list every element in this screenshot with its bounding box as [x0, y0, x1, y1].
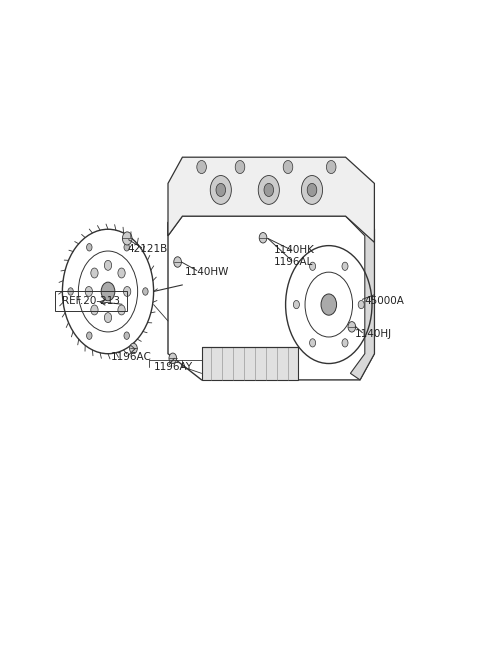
Text: 1196AL: 1196AL — [274, 257, 313, 267]
Circle shape — [210, 176, 231, 204]
Polygon shape — [168, 203, 374, 242]
Circle shape — [123, 286, 131, 297]
Text: 1196AY: 1196AY — [154, 362, 193, 372]
Circle shape — [124, 332, 130, 339]
Circle shape — [301, 176, 323, 204]
Circle shape — [118, 268, 125, 278]
Circle shape — [283, 160, 293, 174]
Circle shape — [216, 183, 226, 196]
Polygon shape — [202, 347, 298, 380]
Circle shape — [197, 160, 206, 174]
Circle shape — [118, 305, 125, 315]
Circle shape — [86, 332, 92, 339]
Circle shape — [307, 183, 317, 196]
Circle shape — [174, 257, 181, 267]
Circle shape — [342, 339, 348, 347]
Polygon shape — [346, 203, 374, 380]
Circle shape — [143, 288, 148, 295]
Circle shape — [169, 353, 177, 364]
Circle shape — [68, 288, 73, 295]
Circle shape — [130, 343, 137, 354]
Circle shape — [86, 244, 92, 251]
Text: 1196AC: 1196AC — [110, 352, 151, 362]
Text: 42121B: 42121B — [127, 244, 168, 254]
Circle shape — [342, 262, 348, 271]
Text: 1140HW: 1140HW — [185, 267, 229, 277]
Circle shape — [101, 282, 115, 301]
Circle shape — [104, 260, 112, 271]
Circle shape — [91, 305, 98, 315]
Text: 45000A: 45000A — [365, 296, 405, 307]
Circle shape — [348, 322, 356, 332]
Circle shape — [258, 176, 279, 204]
Polygon shape — [168, 157, 374, 242]
Circle shape — [104, 312, 112, 323]
Circle shape — [326, 160, 336, 174]
Circle shape — [264, 183, 274, 196]
Circle shape — [85, 286, 93, 297]
Circle shape — [124, 244, 130, 251]
Circle shape — [235, 160, 245, 174]
Circle shape — [91, 268, 98, 278]
Circle shape — [293, 301, 300, 309]
Text: REF.20-213: REF.20-213 — [62, 296, 120, 307]
Text: 1140HJ: 1140HJ — [355, 329, 392, 339]
Circle shape — [358, 301, 364, 309]
Circle shape — [259, 233, 267, 243]
Circle shape — [310, 262, 316, 271]
Circle shape — [310, 339, 316, 347]
Circle shape — [321, 294, 336, 315]
Circle shape — [122, 232, 132, 245]
Text: 1140HK: 1140HK — [274, 245, 314, 255]
